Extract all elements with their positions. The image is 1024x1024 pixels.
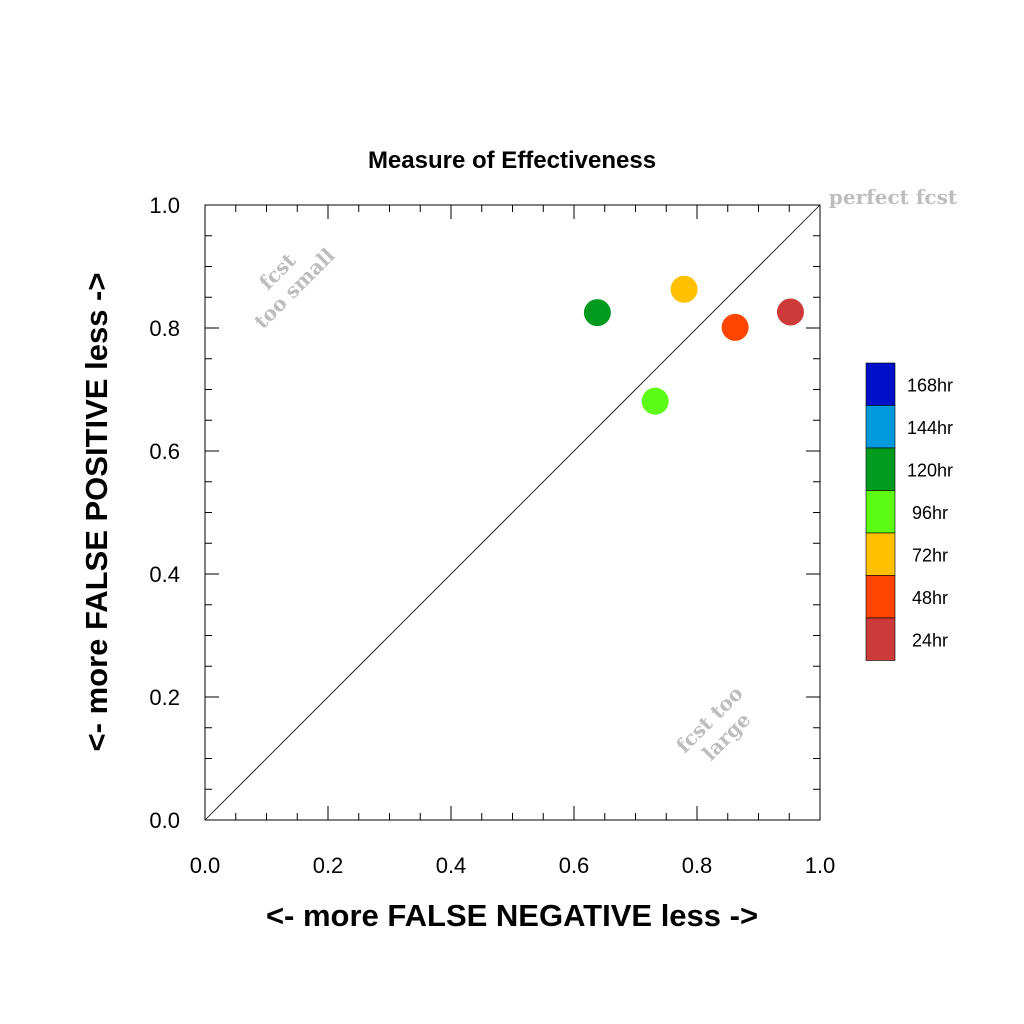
point-48hr	[721, 313, 749, 341]
legend-swatch-120hr	[865, 447, 896, 491]
data-points	[583, 275, 804, 415]
legend-swatch-72hr	[865, 532, 896, 576]
point-96hr	[641, 387, 669, 415]
legend-label-72hr: 72hr	[912, 545, 948, 565]
chart-title: Measure of Effectiveness	[368, 147, 656, 174]
point-120hr	[583, 299, 611, 327]
y-tick-label: 1.0	[149, 193, 180, 218]
y-tick-label: 0.4	[149, 562, 180, 587]
legend-swatch-144hr	[865, 405, 896, 449]
legend: 168hr 144hr 120hr 96hr 72hr 48hr 24hr	[865, 362, 953, 661]
fcst-too-small-line2: too small	[249, 243, 339, 333]
y-tick-label: 0.2	[149, 685, 180, 710]
perfect-forecast-diagonal	[204, 204, 821, 821]
fcst-too-large-label: fcst too large	[671, 681, 755, 765]
x-tick-label: 0.2	[313, 853, 344, 878]
legend-label-120hr: 120hr	[907, 460, 953, 480]
x-tick-label: 0.8	[682, 853, 713, 878]
legend-swatch-48hr	[865, 575, 896, 619]
point-72hr	[670, 275, 698, 303]
y-tick-label: 0.0	[149, 808, 180, 833]
y-tick-label: 0.8	[149, 316, 180, 341]
x-axis-title: <- more FALSE NEGATIVE less ->	[266, 898, 758, 933]
point-24hr	[776, 298, 804, 326]
legend-label-48hr: 48hr	[912, 588, 948, 608]
legend-label-24hr: 24hr	[912, 630, 948, 650]
x-tick-label: 0.6	[559, 853, 590, 878]
perfect-fcst-label: perfect fcst	[829, 185, 958, 209]
legend-label-96hr: 96hr	[912, 503, 948, 523]
axes: 0.0 0.2 0.4 0.6 0.8 1.0 0.0 0.2 0.4 0.6 0.8 1.0	[149, 193, 835, 878]
x-tick-label: 0.0	[190, 853, 221, 878]
x-tick-label: 0.4	[436, 853, 467, 878]
legend-label-168hr: 168hr	[907, 375, 953, 395]
legend-swatch-24hr	[865, 617, 896, 661]
legend-swatch-168hr	[865, 362, 896, 406]
y-axis-title: <- more FALSE POSITIVE less ->	[79, 273, 114, 752]
legend-swatch-96hr	[865, 490, 896, 534]
fcst-too-small-label: fcst too small	[249, 243, 339, 333]
legend-label-144hr: 144hr	[907, 418, 953, 438]
y-tick-label: 0.6	[149, 439, 180, 464]
x-tick-label: 1.0	[805, 853, 836, 878]
